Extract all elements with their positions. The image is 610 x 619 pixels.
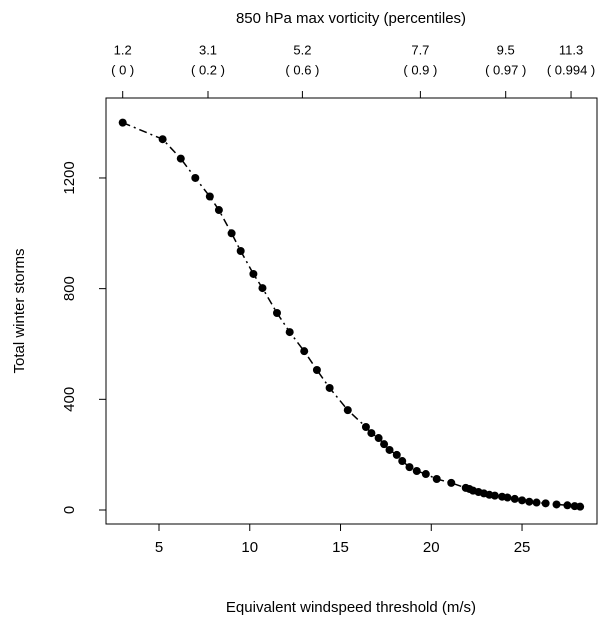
point bbox=[361, 422, 370, 431]
point bbox=[258, 284, 267, 293]
top-tick-percentile: ( 0.6 ) bbox=[285, 62, 319, 77]
x-tick-label: 20 bbox=[423, 539, 440, 556]
point bbox=[374, 434, 383, 443]
top-tick-label: 3.1 bbox=[199, 42, 217, 57]
y-tick-label: 800 bbox=[61, 276, 78, 301]
point bbox=[405, 463, 414, 472]
point bbox=[432, 475, 441, 484]
x-tick-label: 10 bbox=[241, 539, 258, 556]
point bbox=[552, 500, 561, 509]
y-tick-label: 400 bbox=[61, 387, 78, 412]
top-tick-percentile: ( 0.2 ) bbox=[191, 62, 225, 77]
point bbox=[367, 429, 376, 438]
top-tick-percentile: ( 0.97 ) bbox=[485, 62, 526, 77]
point bbox=[272, 308, 281, 317]
point bbox=[532, 498, 541, 507]
point bbox=[285, 328, 294, 337]
y-tick-label: 1200 bbox=[61, 161, 78, 194]
point bbox=[447, 478, 456, 487]
point bbox=[518, 496, 527, 505]
point bbox=[576, 502, 585, 511]
top-tick-label: 1.2 bbox=[114, 42, 132, 57]
point bbox=[214, 206, 223, 215]
point bbox=[385, 445, 394, 454]
point bbox=[525, 497, 534, 506]
top-tick-percentile: ( 0 ) bbox=[111, 62, 134, 77]
x-tick-label: 15 bbox=[332, 539, 349, 556]
point bbox=[191, 173, 200, 182]
x-tick-label: 5 bbox=[155, 539, 163, 556]
point bbox=[392, 450, 401, 459]
plot-box bbox=[105, 97, 598, 525]
point bbox=[312, 365, 321, 374]
point bbox=[325, 383, 334, 392]
point bbox=[227, 229, 236, 238]
x-axis-title: Equivalent windspeed threshold (m/s) bbox=[226, 599, 476, 616]
point bbox=[563, 501, 572, 510]
top-tick-label: 11.3 bbox=[559, 42, 583, 57]
y-axis-title: Total winter storms bbox=[11, 248, 28, 373]
point bbox=[343, 406, 352, 415]
top-tick-percentile: ( 0.994 ) bbox=[547, 62, 595, 77]
point bbox=[421, 470, 430, 479]
top-tick-label: 7.7 bbox=[411, 42, 429, 57]
point bbox=[412, 466, 421, 475]
top-tick-label: 9.5 bbox=[497, 42, 515, 57]
top-tick-label: 5.2 bbox=[293, 42, 311, 57]
point bbox=[541, 499, 550, 508]
point bbox=[398, 457, 407, 466]
top-tick-percentile: ( 0.9 ) bbox=[403, 62, 437, 77]
line bbox=[122, 121, 581, 508]
point bbox=[510, 494, 519, 503]
point bbox=[380, 440, 389, 449]
top-axis-title: 850 hPa max vorticity (percentiles) bbox=[236, 10, 466, 27]
point bbox=[503, 493, 512, 502]
point bbox=[176, 154, 185, 163]
point bbox=[490, 491, 499, 500]
point bbox=[205, 192, 214, 201]
point bbox=[300, 347, 309, 356]
y-tick-label: 0 bbox=[61, 506, 78, 514]
point bbox=[158, 135, 167, 144]
point bbox=[249, 269, 258, 278]
point bbox=[236, 247, 245, 256]
x-tick-label: 25 bbox=[514, 539, 531, 556]
point bbox=[118, 118, 127, 127]
